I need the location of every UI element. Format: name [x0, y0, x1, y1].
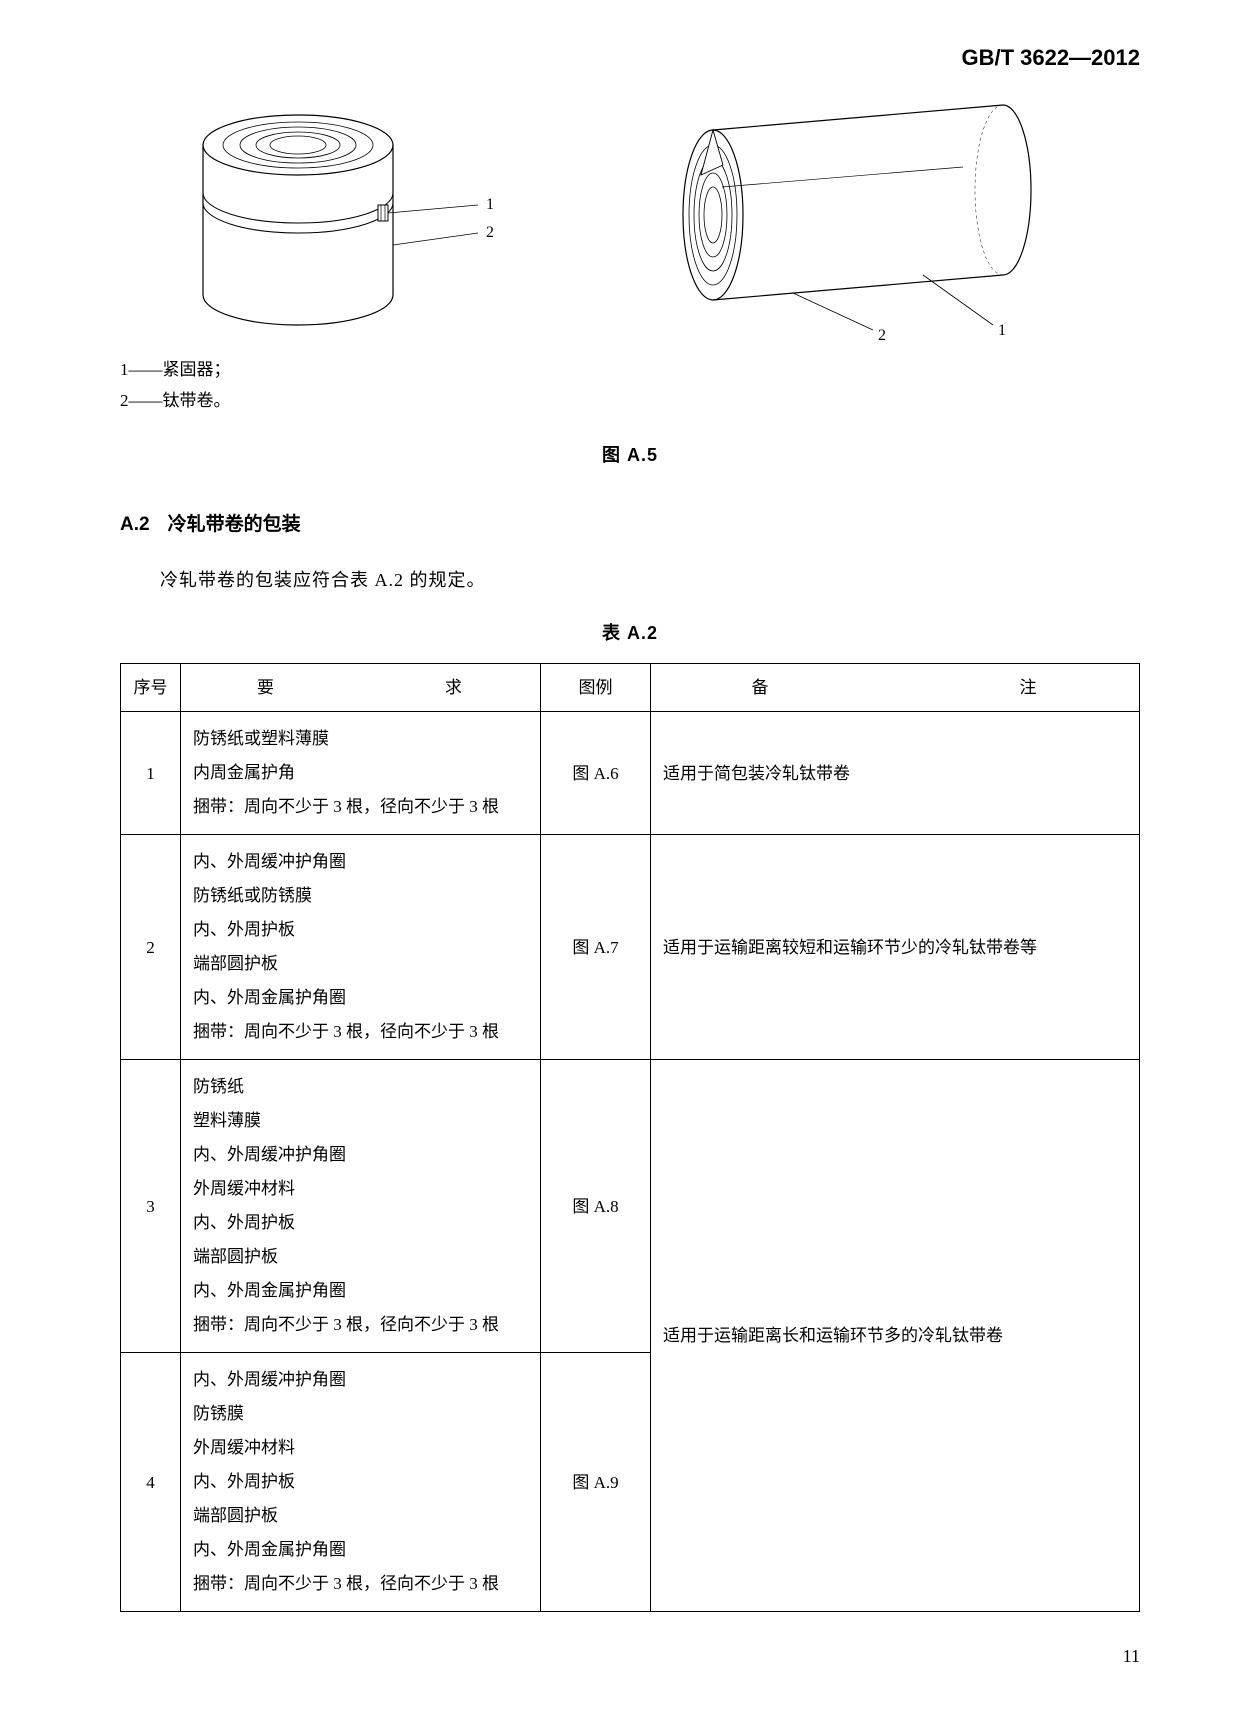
section-title: 冷轧带卷的包装	[168, 514, 301, 535]
th-req: 要 求	[181, 664, 541, 712]
cell-note: 适用于运输距离较短和运输环节少的冷轧钛带卷等	[651, 835, 1140, 1060]
cell-fig: 图 A.7	[541, 835, 651, 1060]
cell-fig: 图 A.8	[541, 1060, 651, 1353]
cell-req: 防锈纸或塑料薄膜内周金属护角捆带：周向不少于 3 根，径向不少于 3 根	[181, 712, 541, 835]
figure-right-label-1: 1	[998, 322, 1006, 339]
standard-code-header: GB/T 3622—2012	[120, 40, 1140, 75]
cell-fig: 图 A.9	[541, 1353, 651, 1612]
th-fig: 图例	[541, 664, 651, 712]
cell-req: 内、外周缓冲护角圈防锈膜外周缓冲材料内、外周护板端部圆护板内、外周金属护角圈捆带…	[181, 1353, 541, 1612]
cell-req: 防锈纸塑料薄膜内、外周缓冲护角圈外周缓冲材料内、外周护板端部圆护板内、外周金属护…	[181, 1060, 541, 1353]
figure-area: 1 2 1 2	[120, 85, 1140, 345]
th-seq: 序号	[121, 664, 181, 712]
figure-right-cylinder: 1 2	[623, 85, 1083, 345]
figure-caption: 图 A.5	[120, 441, 1140, 470]
cell-note: 适用于简包装冷轧钛带卷	[651, 712, 1140, 835]
section-number: A.2	[120, 514, 150, 535]
legend-item-1: 1——紧固器；	[120, 355, 1140, 386]
figure-left-cylinder: 1 2	[178, 85, 508, 345]
legend-item-2: 2——钛带卷。	[120, 386, 1140, 417]
th-note: 备 注	[651, 664, 1140, 712]
figure-left-label-2: 2	[486, 224, 494, 241]
section-heading: A.2 冷轧带卷的包装	[120, 510, 1140, 540]
cell-note-merged: 适用于运输距离长和运输环节多的冷轧钛带卷	[651, 1060, 1140, 1612]
table-row: 3防锈纸塑料薄膜内、外周缓冲护角圈外周缓冲材料内、外周护板端部圆护板内、外周金属…	[121, 1060, 1140, 1353]
cell-seq: 4	[121, 1353, 181, 1612]
cell-seq: 1	[121, 712, 181, 835]
section-body-text: 冷轧带卷的包装应符合表 A.2 的规定。	[160, 566, 1140, 595]
figure-left-label-1: 1	[486, 196, 494, 213]
figure-right-label-2: 2	[878, 327, 886, 344]
table-header-row: 序号 要 求 图例 备 注	[121, 664, 1140, 712]
page-number: 11	[120, 1642, 1140, 1671]
table-row: 2内、外周缓冲护角圈防锈纸或防锈膜内、外周护板端部圆护板内、外周金属护角圈捆带：…	[121, 835, 1140, 1060]
figure-legend: 1——紧固器； 2——钛带卷。	[120, 355, 1140, 416]
packaging-table: 序号 要 求 图例 备 注 1防锈纸或塑料薄膜内周金属护角捆带：周向不少于 3 …	[120, 663, 1140, 1612]
cell-req: 内、外周缓冲护角圈防锈纸或防锈膜内、外周护板端部圆护板内、外周金属护角圈捆带：周…	[181, 835, 541, 1060]
cell-seq: 3	[121, 1060, 181, 1353]
table-row: 1防锈纸或塑料薄膜内周金属护角捆带：周向不少于 3 根，径向不少于 3 根图 A…	[121, 712, 1140, 835]
cell-seq: 2	[121, 835, 181, 1060]
table-caption: 表 A.2	[120, 619, 1140, 648]
cell-fig: 图 A.6	[541, 712, 651, 835]
